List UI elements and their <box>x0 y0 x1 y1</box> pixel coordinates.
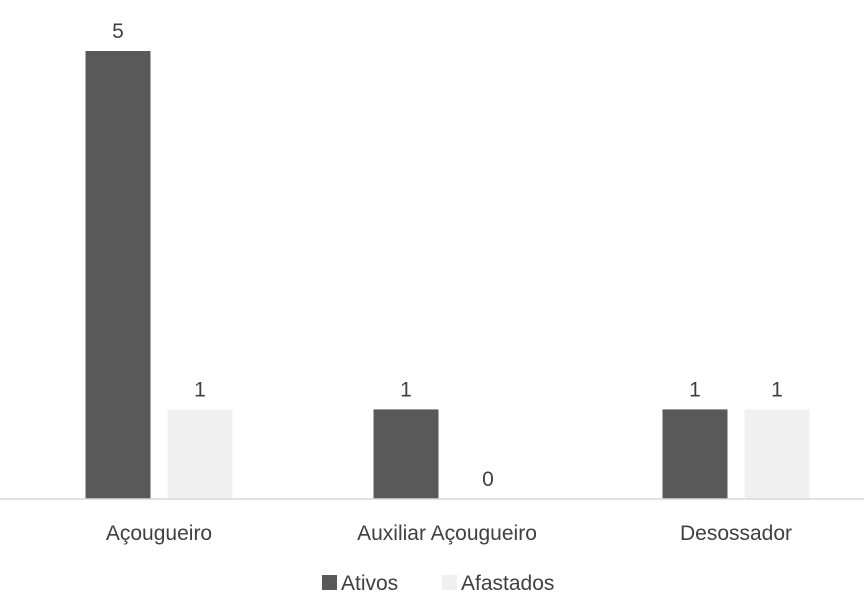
legend-swatch-ativos <box>322 575 337 590</box>
legend-label-afastados: Afastados <box>461 572 554 595</box>
data-label-group: 5 1 1 0 1 1 <box>112 20 783 491</box>
data-label-ativos-acougueiro: 5 <box>112 20 124 43</box>
data-label-afastados-desossador: 1 <box>771 378 783 401</box>
category-label-auxiliar-acougueiro: Auxiliar Açougueiro <box>357 522 537 545</box>
category-label-acougueiro: Açougueiro <box>106 522 212 545</box>
legend-swatch-afastados <box>442 575 457 590</box>
data-label-afastados-auxiliar-acougueiro: 0 <box>482 468 494 491</box>
legend: Ativos Afastados <box>322 572 554 595</box>
bar-afastados-acougueiro <box>167 409 233 499</box>
category-label-desossador: Desossador <box>680 522 792 545</box>
data-label-ativos-desossador: 1 <box>689 378 701 401</box>
bar-ativos-auxiliar-acougueiro <box>373 409 439 499</box>
legend-label-ativos: Ativos <box>341 572 398 595</box>
bar-afastados-desossador <box>744 409 810 499</box>
bar-ativos-acougueiro <box>85 51 151 499</box>
bar-ativos-desossador <box>662 409 728 499</box>
bar-group <box>85 51 810 499</box>
data-label-ativos-auxiliar-acougueiro: 1 <box>400 378 412 401</box>
data-label-afastados-acougueiro: 1 <box>194 378 206 401</box>
category-label-group: Açougueiro Auxiliar Açougueiro Desossador <box>106 522 792 545</box>
